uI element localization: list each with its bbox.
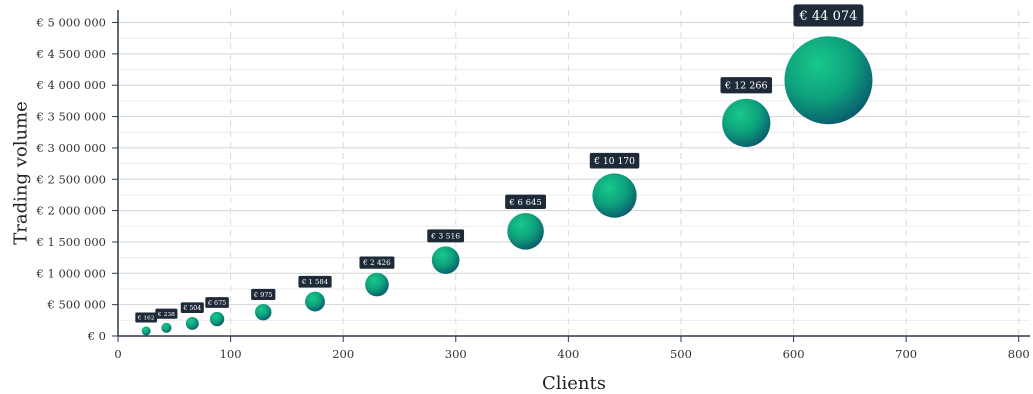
bubble-labels: € 162€ 238 € 504 € 675 € 975 € 1 584 € 2 426 €… — [135, 4, 864, 323]
bubble-label: € 1 584 — [301, 278, 329, 286]
y-tick-label: € 1 500 000 — [36, 235, 107, 249]
bubble-point[interactable] — [431, 246, 460, 274]
bubble-label-box — [505, 194, 547, 210]
bubble-point[interactable] — [255, 303, 272, 321]
axes — [112, 10, 1030, 342]
y-axis-title: Trading volume — [10, 101, 31, 245]
bubble-label-box — [251, 288, 276, 300]
bubble-point[interactable] — [305, 291, 325, 312]
bubble-label: € 675 — [207, 300, 226, 307]
x-axis-title: Clients — [542, 373, 606, 394]
bubble-point[interactable] — [784, 36, 873, 125]
grid-lines — [118, 10, 1030, 336]
y-tick-label: € 4 500 000 — [36, 47, 107, 61]
tick-labels: € 0 € 500 000 € 1 000 000 € 1 500 000 € 2 00… — [36, 16, 1030, 361]
y-tick-label: € 3 500 000 — [36, 110, 107, 124]
bubble-point[interactable] — [722, 98, 771, 147]
bubble-point[interactable] — [185, 317, 199, 330]
x-tick-label: 500 — [670, 347, 692, 361]
y-tick-label: € 2 000 000 — [36, 204, 107, 218]
y-tick-label: € 3 000 000 — [36, 141, 107, 155]
bubble-label: € 975 — [253, 291, 273, 299]
bubble-label-box — [135, 312, 157, 323]
bubble-label-box — [589, 152, 640, 169]
bubble-label-box — [155, 308, 178, 319]
x-tick-label: 0 — [114, 347, 121, 361]
y-tick-label: € 2 500 000 — [36, 172, 107, 186]
bubble-point[interactable] — [141, 326, 151, 336]
bubble-label: € 162 — [137, 316, 155, 322]
bubble-label-box — [205, 297, 229, 308]
y-tick-label: € 5 000 000 — [36, 16, 107, 30]
bubble-point[interactable] — [507, 213, 544, 250]
x-tick-label: 100 — [220, 347, 242, 361]
x-tick-label: 800 — [1008, 347, 1030, 361]
y-tick-label: € 500 000 — [46, 298, 106, 312]
y-tick-label: € 1 000 000 — [36, 266, 107, 280]
bubble-label-box — [720, 77, 773, 94]
bubble-label-box — [298, 275, 332, 288]
bubble-label-box — [793, 4, 864, 27]
bubble-label: € 238 — [157, 311, 175, 318]
bubble-label: € 3 516 — [430, 232, 460, 241]
bubble-label: € 2 426 — [362, 258, 391, 267]
y-tick-label: € 0 — [87, 329, 106, 343]
bubbles — [141, 36, 873, 336]
x-tick-label: 400 — [557, 347, 579, 361]
bubble-point[interactable] — [592, 173, 637, 218]
bubble-label-box — [427, 229, 465, 243]
bubble-label: € 504 — [182, 305, 201, 312]
bubble-label-box — [180, 302, 204, 314]
x-tick-label: 600 — [783, 347, 805, 361]
bubble-point[interactable] — [365, 272, 389, 297]
bubble-label-box — [359, 256, 395, 269]
bubble-point[interactable] — [209, 311, 225, 327]
bubble-label: € 10 170 — [593, 156, 635, 167]
x-tick-label: 300 — [445, 347, 467, 361]
x-tick-label: 200 — [332, 347, 354, 361]
bubble-label: € 44 074 — [799, 9, 858, 24]
bubble-label: € 6 645 — [508, 197, 541, 207]
bubble-label: € 12 266 — [724, 81, 768, 92]
x-tick-label: 700 — [895, 347, 917, 361]
y-tick-label: € 4 000 000 — [36, 78, 107, 92]
bubble-point[interactable] — [161, 322, 172, 333]
